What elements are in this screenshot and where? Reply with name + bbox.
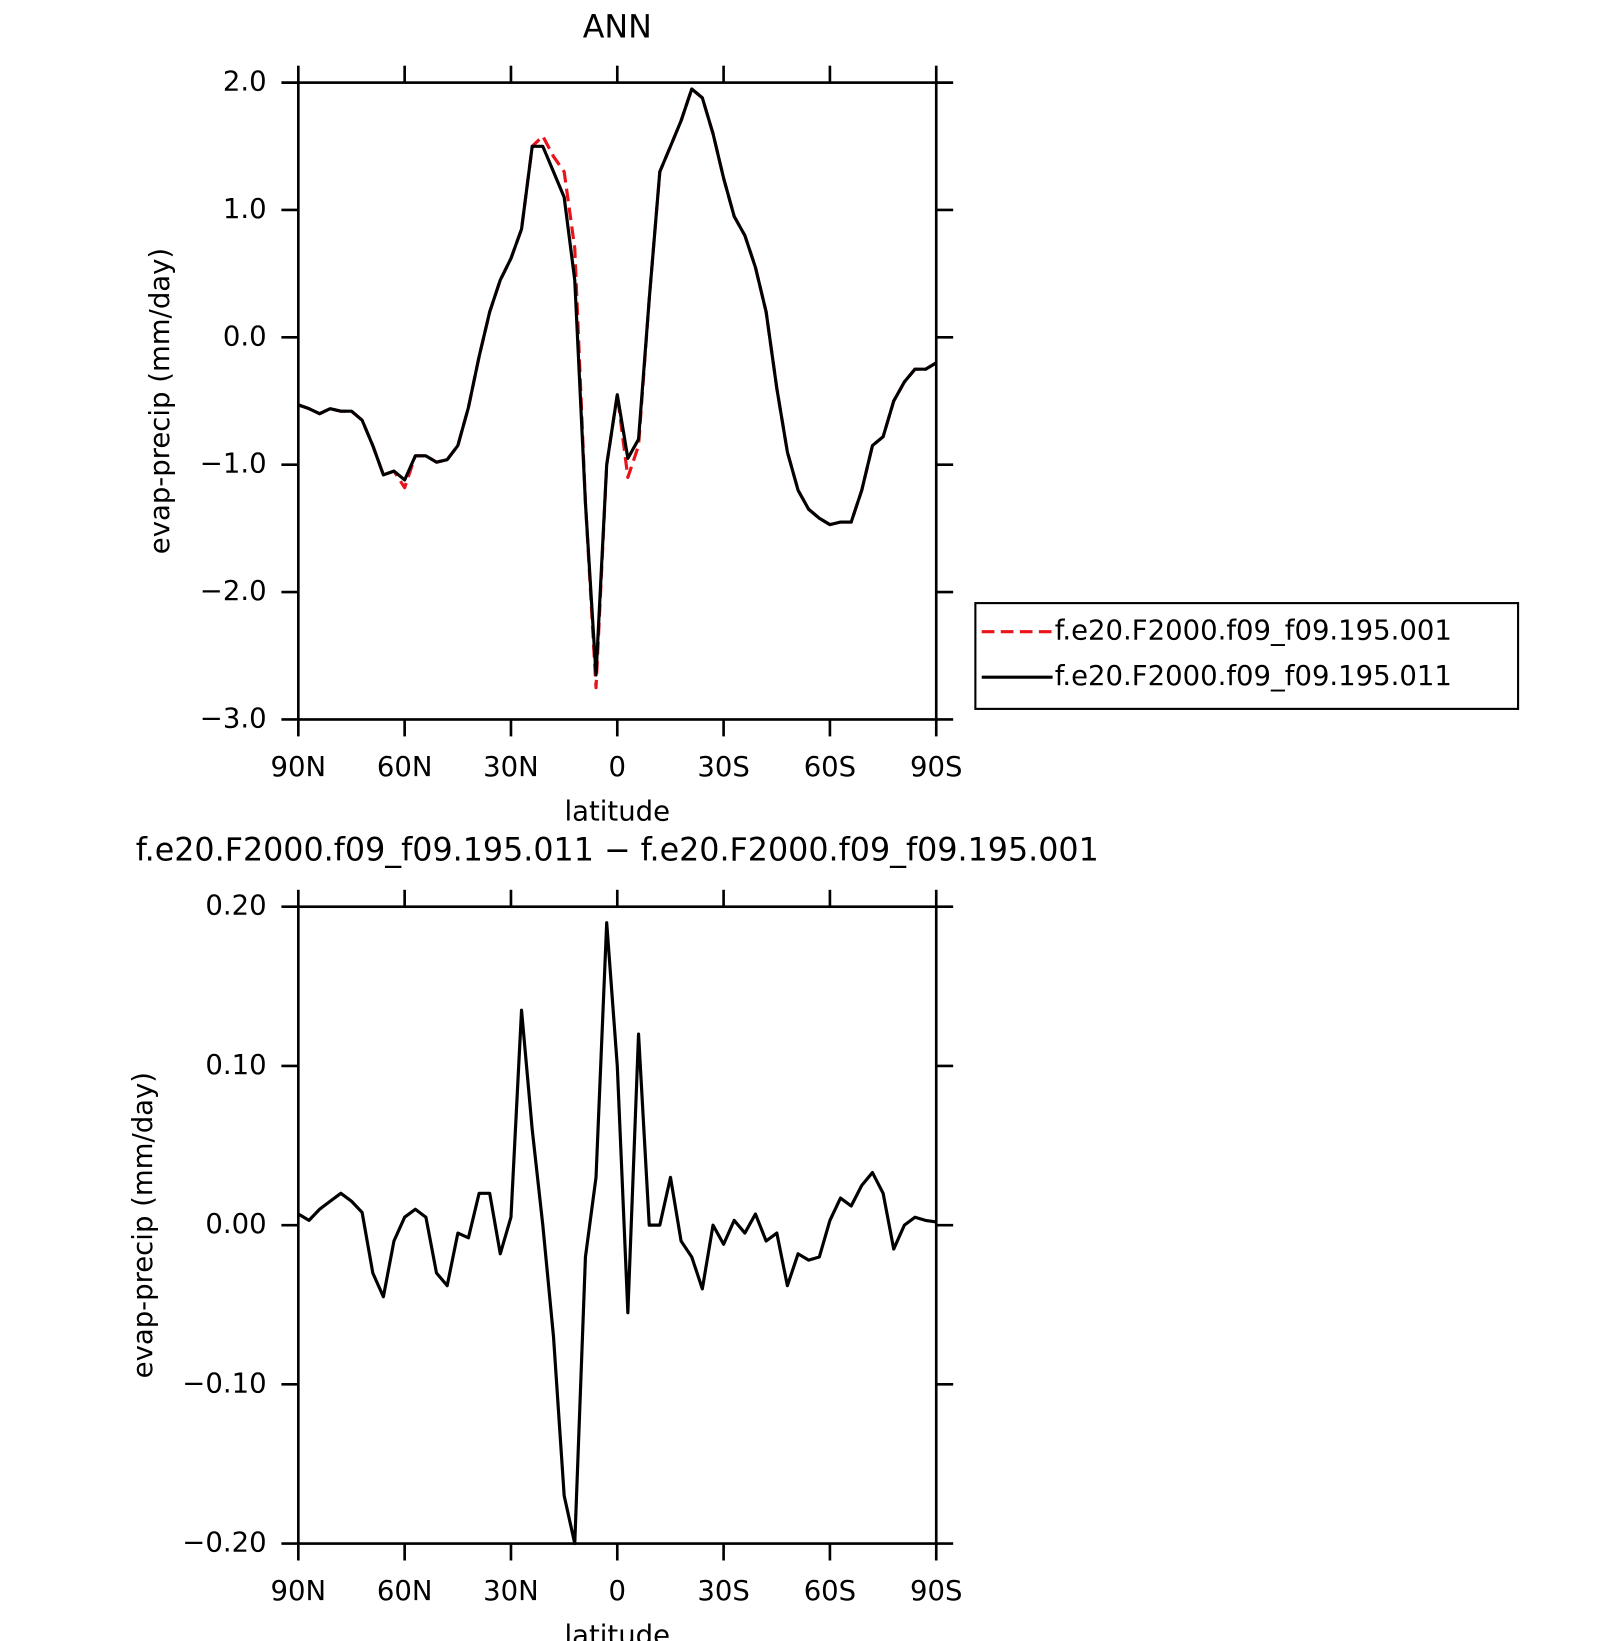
y-tick-label: −0.20 (182, 1527, 266, 1559)
legend-box (974, 602, 1520, 710)
plot-frame (297, 905, 938, 1545)
x-tick-label: 90S (910, 1575, 962, 1607)
x-tick-label: 60N (377, 1575, 433, 1607)
x-tick-label: 0 (609, 751, 627, 783)
y-tick-label: 2.0 (223, 66, 267, 98)
data-line (297, 87, 938, 677)
chart-title: ANN (583, 10, 652, 46)
x-tick-label: 30S (697, 751, 749, 783)
x-tick-label: 90N (271, 751, 327, 783)
x-tick-label: 30N (483, 751, 539, 783)
y-tick-label: 0.20 (205, 890, 266, 922)
y-tick-label: 1.0 (223, 193, 267, 225)
x-axis-label: latitude (565, 1620, 671, 1641)
x-tick-label: 30S (697, 1575, 749, 1607)
data-line (297, 87, 938, 690)
y-tick-label: −0.10 (182, 1367, 266, 1399)
y-tick-label: 0.00 (205, 1208, 266, 1240)
y-tick-label: 0.10 (205, 1049, 266, 1081)
y-tick-label: −1.0 (200, 448, 267, 480)
chart-title: f.e20.F2000.f09_f09.195.011 − f.e20.F200… (136, 833, 1099, 869)
legend-label: f.e20.F2000.f09_f09.195.011 (1055, 660, 1452, 692)
x-axis-label: latitude (565, 796, 671, 828)
x-tick-label: 60N (377, 751, 433, 783)
y-axis-label: evap-precip (mm/day) (127, 1072, 159, 1378)
x-tick-label: 90N (271, 1575, 327, 1607)
y-axis-label: evap-precip (mm/day) (144, 248, 176, 554)
x-tick-label: 90S (910, 751, 962, 783)
x-tick-label: 30N (483, 1575, 539, 1607)
plot-frame (297, 81, 938, 721)
x-tick-label: 60S (804, 1575, 856, 1607)
y-tick-label: −2.0 (200, 575, 267, 607)
data-line (297, 921, 937, 1546)
x-tick-label: 0 (609, 1575, 627, 1607)
y-tick-label: 0.0 (223, 320, 267, 352)
x-tick-label: 60S (804, 751, 856, 783)
y-tick-label: −3.0 (200, 702, 267, 734)
legend-label: f.e20.F2000.f09_f09.195.001 (1055, 615, 1452, 647)
